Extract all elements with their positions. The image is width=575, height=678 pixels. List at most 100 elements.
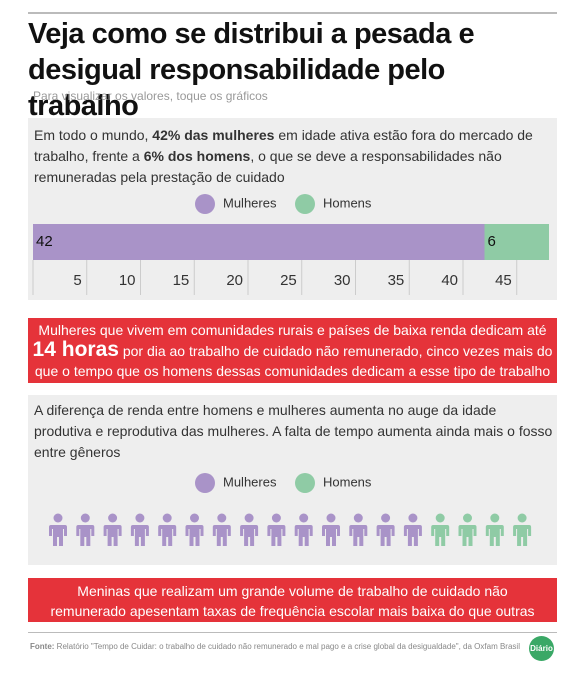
rule: [28, 632, 557, 633]
source-text: Relatório "Tempo de Cuidar: o trabalho d…: [56, 642, 520, 651]
banner: Mulheres que vivem em comunidades rurais…: [28, 318, 557, 383]
banner: Meninas que realizam um grande volume de…: [28, 578, 557, 639]
logo: Diário: [529, 636, 554, 661]
legend-label: Mulheres: [223, 195, 277, 210]
icon-head: [271, 513, 281, 523]
person-icon: [322, 513, 340, 546]
subtitle: Para visualizar os valores, toque os grá…: [33, 89, 268, 103]
icon-body: [185, 525, 204, 546]
icon-body: [513, 525, 532, 546]
x-tick-label: 45: [495, 272, 512, 289]
person-icon: [103, 513, 122, 546]
icon-body: [376, 525, 395, 546]
icon-body: [267, 525, 286, 546]
text: Mulheres que vivem em comunidades rurais…: [38, 322, 547, 338]
highlight: 42% das mulheres: [152, 127, 275, 143]
x-tick-label: 35: [388, 272, 405, 289]
legend-swatch: [295, 473, 315, 493]
bar: [33, 224, 485, 260]
highlight: 14 horas: [32, 338, 119, 361]
icon-head: [135, 513, 145, 523]
icon-head: [326, 513, 336, 523]
person-icon: [294, 513, 313, 546]
x-tick-label: 40: [441, 272, 458, 289]
chart-title: A diferença de renda entre homens e mulh…: [34, 402, 553, 460]
icon-head: [381, 513, 391, 523]
person-icon: [240, 513, 259, 546]
person-icon: [158, 513, 177, 546]
x-tick-label: 25: [280, 272, 297, 289]
source-label: Fonte:: [30, 642, 55, 651]
icon-body: [212, 525, 231, 546]
legend-label: Homens: [323, 474, 372, 489]
icon-body: [103, 525, 122, 546]
icon-body: [240, 525, 259, 546]
text: por dia ao trabalho de cuidado não remun…: [34, 343, 553, 379]
person-icon: [431, 513, 450, 546]
person-icon: [403, 513, 422, 546]
icon-body: [76, 525, 95, 546]
icon-head: [190, 513, 199, 523]
person-icon: [267, 513, 286, 546]
data-label: 6: [488, 233, 496, 250]
top-rule: [28, 12, 557, 14]
x-tick-label: 30: [334, 272, 351, 289]
icon-head: [435, 513, 445, 523]
chart: Mulheres Homens: [49, 473, 532, 546]
person-icon: [485, 513, 504, 546]
icon-head: [217, 513, 227, 523]
x-tick-label: 20: [226, 272, 243, 289]
source: Fonte: Relatório "Tempo de Cuidar: o tra…: [30, 642, 525, 651]
icon-body: [322, 525, 340, 546]
person-icon: [349, 513, 368, 546]
person-icon: [376, 513, 395, 546]
legend-swatch: [295, 194, 315, 214]
icon-head: [162, 513, 172, 523]
icon-head: [244, 513, 254, 523]
person-icon: [513, 513, 532, 546]
icon-head: [463, 513, 472, 523]
icon-head: [80, 513, 90, 523]
data-label: 42: [36, 233, 53, 250]
person-icon: [49, 513, 67, 546]
icon-head: [490, 513, 500, 523]
icon-head: [299, 513, 309, 523]
legend-swatch: [195, 473, 215, 493]
text: em idade ativa estão fora do mercado de …: [34, 127, 533, 164]
highlight: 6% dos homens: [143, 148, 251, 164]
icon-body: [431, 525, 450, 546]
icon-head: [408, 513, 418, 523]
icon-body: [458, 525, 477, 546]
x-tick-label: 10: [119, 272, 136, 289]
person-icon: [185, 513, 204, 546]
legend-label: Homens: [323, 195, 372, 210]
legend-swatch: [195, 194, 215, 214]
icon-body: [158, 525, 177, 546]
person-icon: [130, 513, 149, 546]
chart: Mulheres Homens 5 10 15 20 25 30 35 40 45 42 6: [32, 194, 549, 295]
x-tick-label: 5: [73, 272, 81, 289]
icon-body: [49, 525, 67, 546]
icon-head: [517, 513, 527, 523]
text: Meninas que realizam um grande volume de…: [50, 583, 535, 639]
person-icon: [458, 513, 477, 546]
icon-body: [403, 525, 422, 546]
person-icon: [76, 513, 95, 546]
text: , o que se deve a responsabilidades não …: [34, 148, 502, 185]
chart-title: Em todo o mundo, 42% das mulheres em ida…: [34, 125, 554, 188]
legend-label: Mulheres: [223, 474, 277, 489]
icon-head: [108, 513, 118, 523]
icon-body: [349, 525, 368, 546]
panel: [28, 118, 557, 300]
bar: [484, 224, 549, 260]
icon-body: [130, 525, 149, 546]
person-icon: [212, 513, 231, 546]
icon-body: [294, 525, 313, 546]
text: Em todo o mundo,: [34, 127, 153, 143]
title: Veja como se distribui a pesada e desigu…: [28, 18, 475, 122]
icon-head: [53, 513, 63, 523]
icon-body: [485, 525, 504, 546]
x-tick-label: 15: [173, 272, 190, 289]
icon-head: [353, 513, 363, 523]
